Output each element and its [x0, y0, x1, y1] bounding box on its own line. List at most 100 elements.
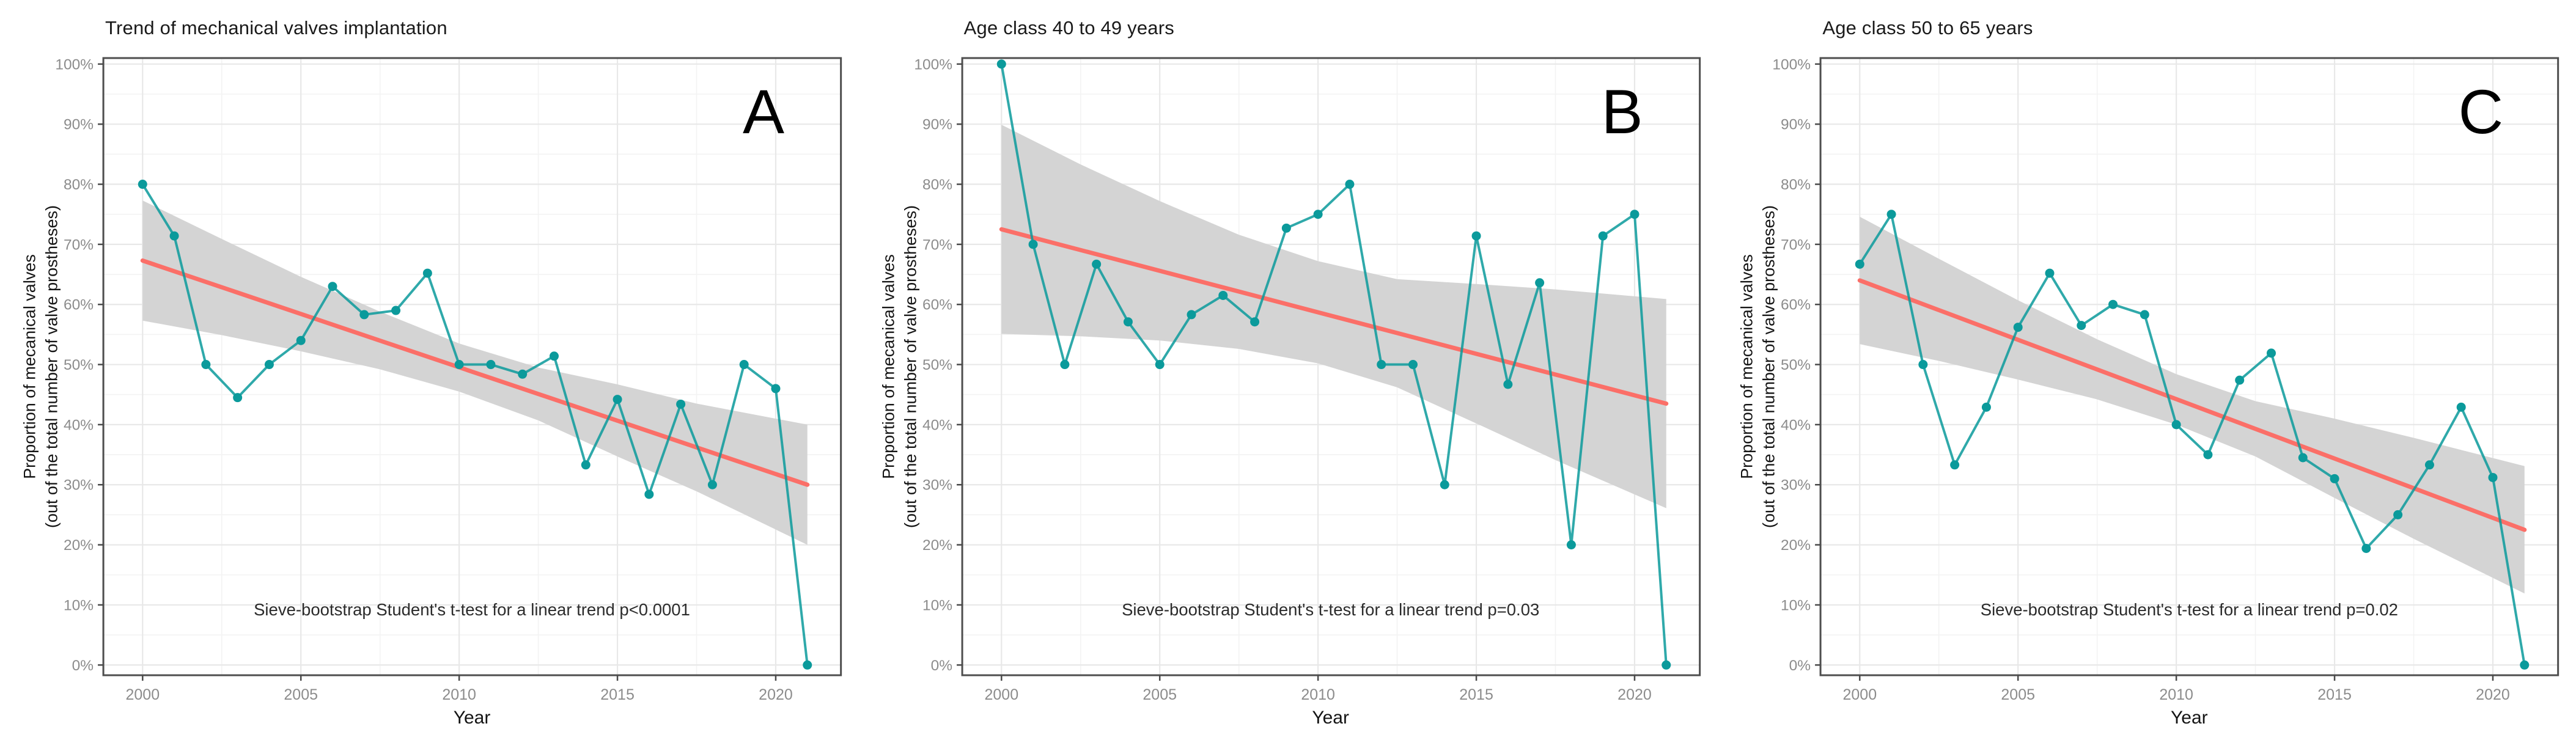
data-point — [169, 231, 179, 241]
y-tick-label: 50% — [922, 357, 952, 373]
data-point — [1886, 210, 1896, 219]
data-point — [2140, 310, 2150, 320]
data-point — [2267, 348, 2276, 358]
y-tick-label: 70% — [1781, 236, 1811, 253]
x-tick-label: 2005 — [1143, 686, 1177, 703]
x-tick-label: 2015 — [2318, 686, 2352, 703]
y-tick-label: 70% — [922, 236, 952, 253]
x-axis-title: Year — [453, 708, 491, 728]
data-point — [2014, 323, 2023, 332]
data-point — [739, 360, 749, 370]
data-point — [1155, 360, 1165, 370]
data-point — [1028, 240, 1038, 249]
data-point — [1982, 402, 1992, 412]
x-tick-label: 2000 — [1843, 686, 1877, 703]
data-point — [1091, 259, 1101, 269]
data-point — [1503, 379, 1513, 389]
data-point — [1123, 317, 1133, 327]
y-axis-title: Proportion of mecanical valves (out of t… — [1736, 205, 1781, 528]
y-tick-label: 20% — [64, 537, 94, 554]
y-tick-label: 40% — [1781, 417, 1811, 433]
data-point — [1661, 660, 1671, 670]
data-point — [2235, 375, 2245, 385]
series-line — [141, 183, 809, 667]
x-tick-label: 2015 — [600, 686, 635, 703]
x-axis-title: Year — [1312, 708, 1349, 728]
y-axis-title-line1: Proportion of mecanical valves — [20, 254, 39, 479]
y-tick-label: 10% — [1781, 597, 1811, 614]
data-point — [707, 480, 717, 489]
y-tick-label: 80% — [1781, 177, 1811, 193]
panel-border — [961, 57, 1701, 676]
data-point — [1060, 360, 1070, 370]
data-point — [2393, 510, 2403, 519]
x-tick-label: 2010 — [1301, 686, 1335, 703]
y-tick-label: 50% — [1781, 357, 1811, 373]
plot-background — [1820, 58, 2559, 675]
data-point — [1313, 210, 1323, 219]
data-point — [1408, 360, 1418, 370]
data-point — [771, 384, 781, 394]
data-point — [201, 360, 211, 370]
y-tick-label: 20% — [922, 537, 952, 554]
y-tick-label: 10% — [64, 597, 94, 614]
data-point — [1187, 310, 1196, 320]
series-line — [999, 62, 1668, 667]
data-point — [359, 310, 369, 320]
panel-letter: C — [2458, 77, 2504, 147]
stat-annotation: Sieve-bootstrap Student's t-test for a l… — [254, 600, 690, 619]
series-line — [1858, 213, 2526, 667]
y-tick-label: 0% — [930, 658, 952, 674]
data-point — [1918, 360, 1928, 370]
data-point — [2171, 420, 2181, 430]
x-tick-label: 2020 — [759, 686, 793, 703]
y-tick-label: 100% — [914, 56, 952, 73]
data-point — [2330, 474, 2339, 483]
x-tick-label: 2020 — [1617, 686, 1652, 703]
data-point — [2045, 268, 2055, 278]
data-point — [328, 282, 337, 291]
data-point — [1218, 290, 1227, 300]
panel-letter: B — [1601, 77, 1643, 147]
panel-border — [1819, 57, 2559, 676]
data-point — [1598, 231, 1608, 241]
chart-title: Age class 40 to 49 years — [963, 17, 1174, 38]
data-point — [518, 369, 528, 379]
y-tick-label: 90% — [64, 117, 94, 133]
plot-area: 0% 10% 20% 30% 40% 50% 60% 70% 80% 90% 100% 2000 200… — [55, 56, 842, 703]
y-axis-title-line1: Proportion of mecanical valves — [879, 254, 898, 479]
y-tick-label: 0% — [72, 658, 94, 674]
y-axis-title: Proportion of mecanical valves (out of t… — [877, 205, 922, 528]
chart-title: Age class 50 to 65 years — [1822, 17, 2033, 38]
x-tick-label: 2000 — [984, 686, 1018, 703]
stat-annotation: Sieve-bootstrap Student's t-test for a l… — [1980, 600, 2398, 619]
x-tick-label: 2005 — [2001, 686, 2036, 703]
panel-border — [102, 57, 842, 676]
y-tick-label: 80% — [64, 177, 94, 193]
data-point — [1471, 231, 1481, 241]
data-point — [486, 360, 496, 370]
y-axis-title-line2: (out of the total number of valve prosth… — [43, 205, 61, 529]
panel-letter: A — [742, 77, 785, 147]
data-point — [264, 360, 274, 370]
plot-area: 0% 10% 20% 30% 40% 50% 60% 70% 80% 90% 100% 2000 200… — [914, 56, 1701, 703]
y-tick-label: 0% — [1789, 658, 1811, 674]
data-point — [2425, 460, 2435, 470]
data-point — [549, 351, 559, 361]
data-point — [2361, 543, 2371, 553]
data-point — [1376, 360, 1386, 370]
x-tick-label: 2020 — [2476, 686, 2511, 703]
data-point — [1345, 180, 1355, 189]
data-point — [233, 393, 243, 403]
chart-panel-c: Age class 50 to 65 years C Proportion of… — [1717, 0, 2576, 740]
y-tick-label: 100% — [55, 56, 94, 73]
data-point — [803, 660, 812, 670]
y-tick-label: 80% — [922, 177, 952, 193]
data-point — [2488, 472, 2498, 482]
y-tick-label: 30% — [1781, 477, 1811, 494]
y-tick-label: 90% — [1781, 117, 1811, 133]
chart-panel-a: Trend of mechanical valves implantation … — [0, 0, 859, 740]
data-point — [1855, 259, 1865, 269]
y-tick-label: 10% — [922, 597, 952, 614]
